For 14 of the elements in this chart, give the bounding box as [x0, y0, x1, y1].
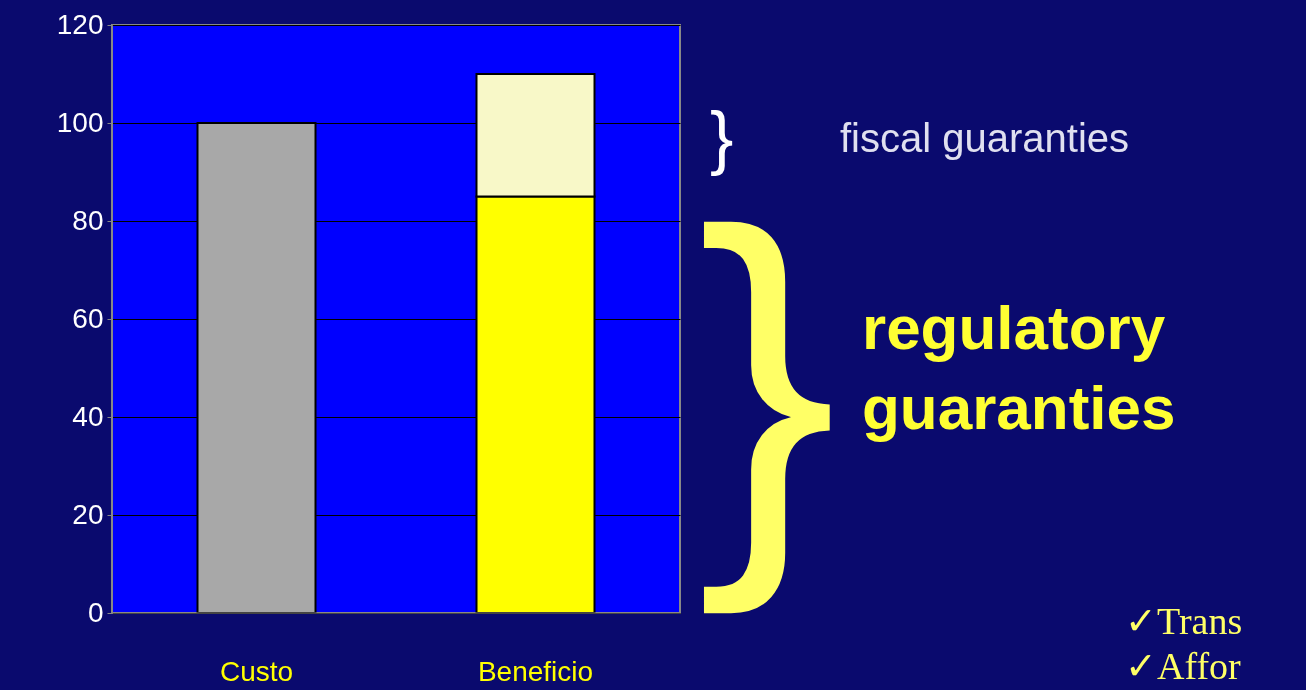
x-tick-label: Beneficio: [477, 656, 594, 687]
y-tick-label: 20: [72, 498, 104, 530]
y-tick-label: 80: [72, 204, 104, 236]
text: guaranties: [862, 373, 1176, 442]
text: fiscal guaranties: [840, 116, 1130, 160]
y-tick-label: 120: [56, 8, 104, 40]
x-tick-label: Custo: [219, 656, 294, 687]
text: ✓Trans: [1125, 600, 1243, 642]
y-tick-label: 40: [72, 400, 104, 432]
y-tick-label: 0: [87, 596, 104, 628]
text: ✓Affor: [1125, 645, 1242, 687]
text: regulatory: [862, 293, 1166, 362]
y-tick-label: 60: [72, 302, 104, 334]
y-tick-label: 100: [56, 106, 104, 138]
